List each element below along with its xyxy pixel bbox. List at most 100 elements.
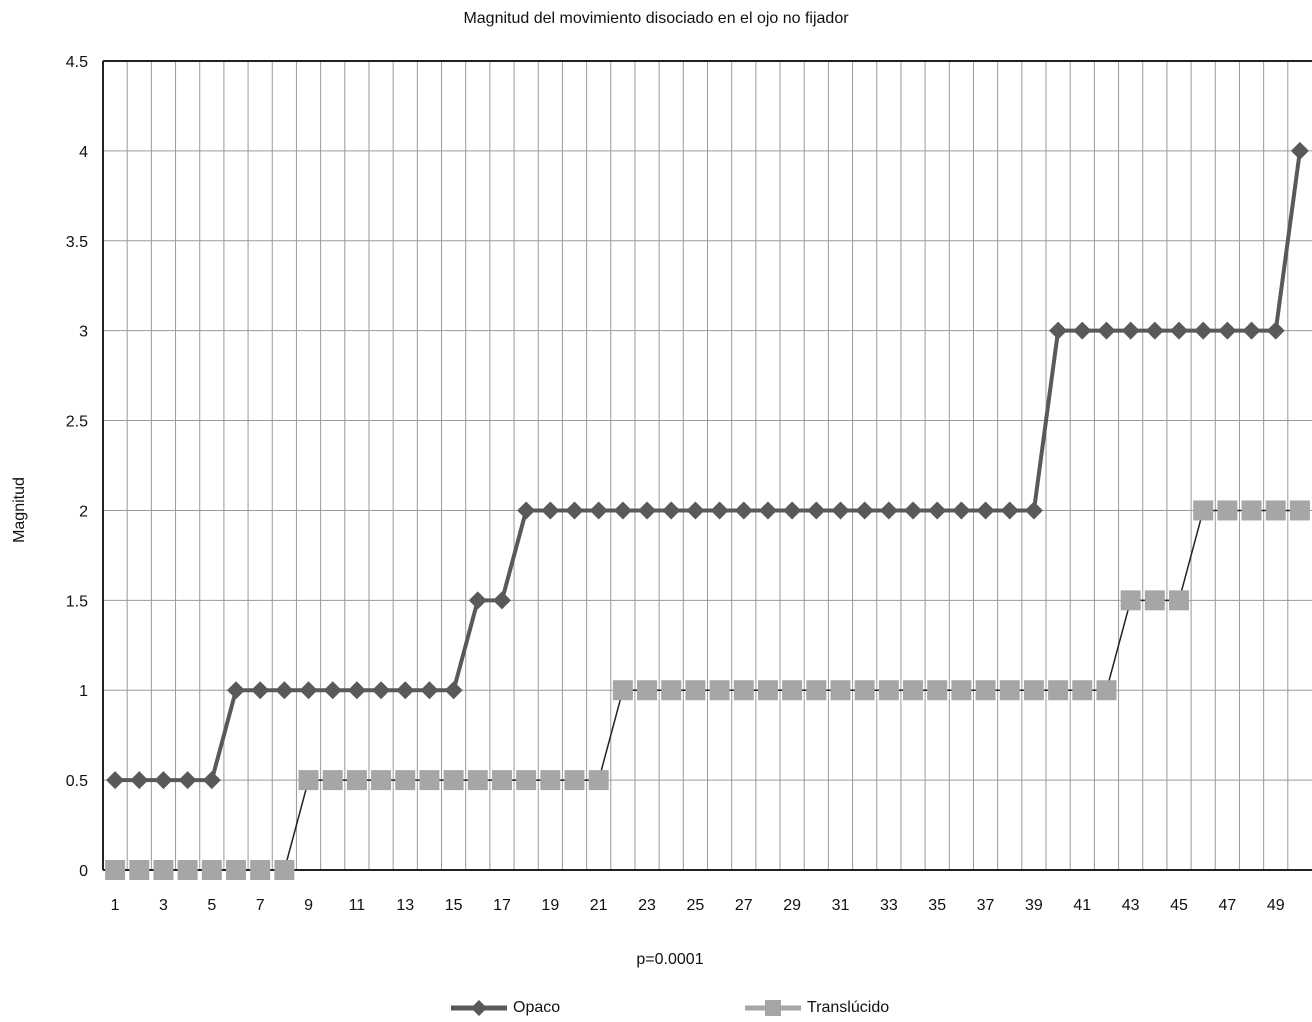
grid-layer	[103, 61, 1312, 870]
data-point-opaco	[323, 681, 342, 700]
x-tick-label: 45	[1170, 897, 1188, 914]
data-point-traslucido	[1048, 680, 1069, 701]
legend-label-opaco: Opaco	[513, 999, 561, 1016]
data-point-opaco	[1194, 321, 1213, 340]
x-tick-label: 15	[445, 897, 463, 914]
tick-labels: 00.511.522.533.544.51 3 5 7 9 11 13 15 17 19 21 23 2…	[66, 54, 1285, 914]
data-point-opaco	[662, 501, 681, 520]
x-tick-label: 49	[1267, 897, 1285, 914]
x-tick-label: 43	[1122, 897, 1140, 914]
x-tick-label: 35	[928, 897, 946, 914]
x-tick-label: 27	[735, 897, 753, 914]
data-point-traslucido	[105, 860, 126, 880]
data-point-opaco	[758, 501, 777, 520]
data-point-traslucido	[854, 680, 875, 701]
x-tick-label: 29	[783, 897, 801, 914]
data-point-opaco	[1073, 321, 1092, 340]
data-point-traslucido	[1265, 500, 1286, 521]
x-tick-label: 17	[493, 897, 511, 914]
data-point-traslucido	[733, 680, 754, 701]
data-point-traslucido	[1096, 680, 1117, 701]
data-point-opaco	[444, 681, 463, 700]
data-point-opaco	[154, 771, 173, 790]
x-tick-label: 11	[349, 897, 366, 914]
data-point-traslucido	[443, 770, 464, 791]
axis-layer	[102, 60, 1312, 871]
data-point-traslucido	[1120, 590, 1141, 611]
data-point-traslucido	[1193, 500, 1214, 521]
data-point-traslucido	[830, 680, 851, 701]
data-point-traslucido	[782, 680, 803, 701]
data-point-opaco	[541, 501, 560, 520]
data-point-opaco	[1000, 501, 1019, 520]
data-point-opaco	[734, 501, 753, 520]
data-point-traslucido	[1023, 680, 1044, 701]
data-point-traslucido	[588, 770, 609, 791]
y-tick-label: 3.5	[66, 234, 88, 251]
data-point-traslucido	[1169, 590, 1190, 611]
data-point-traslucido	[661, 680, 682, 701]
data-point-traslucido	[540, 770, 561, 791]
y-tick-label: 3	[79, 324, 88, 341]
x-tick-label: 9	[304, 897, 313, 914]
data-point-traslucido	[225, 860, 246, 880]
y-tick-label: 2.5	[66, 414, 88, 431]
x-tick-label: 39	[1025, 897, 1043, 914]
data-point-traslucido	[1217, 500, 1238, 521]
y-tick-label: 0.5	[66, 773, 88, 790]
data-point-traslucido	[637, 680, 658, 701]
data-point-opaco	[613, 501, 632, 520]
data-point-traslucido	[878, 680, 899, 701]
x-tick-label: 13	[396, 897, 414, 914]
x-tick-label: 5	[207, 897, 216, 914]
legend-swatch-traslucido	[745, 1000, 801, 1016]
data-point-opaco	[710, 501, 729, 520]
data-point-traslucido	[491, 770, 512, 791]
data-point-traslucido	[999, 680, 1020, 701]
y-tick-label: 1.5	[66, 593, 88, 610]
data-point-traslucido	[1241, 500, 1262, 521]
data-point-traslucido	[153, 860, 174, 880]
y-tick-label: 4	[79, 144, 88, 161]
data-point-traslucido	[322, 770, 343, 791]
data-point-opaco	[1266, 321, 1285, 340]
x-tick-label: 23	[638, 897, 656, 914]
legend-item-opaco: Opaco	[449, 998, 560, 1018]
data-point-traslucido	[298, 770, 319, 791]
data-point-traslucido	[346, 770, 367, 791]
data-point-traslucido	[274, 860, 295, 880]
x-tick-label: 41	[1073, 897, 1091, 914]
data-point-traslucido	[129, 860, 150, 880]
x-tick-label: 21	[590, 897, 608, 914]
data-point-opaco	[130, 771, 149, 790]
data-point-traslucido	[975, 680, 996, 701]
data-point-opaco	[807, 501, 826, 520]
data-point-traslucido	[903, 680, 924, 701]
data-point-traslucido	[564, 770, 585, 791]
data-point-traslucido	[250, 860, 271, 880]
data-point-opaco	[1145, 321, 1164, 340]
legend-item-traslucido: Translúcido	[743, 998, 889, 1018]
data-point-traslucido	[177, 860, 198, 880]
data-point-opaco	[178, 771, 197, 790]
x-tick-label: 7	[256, 897, 265, 914]
data-point-opaco	[879, 501, 898, 520]
data-point-opaco	[1121, 321, 1140, 340]
data-point-opaco	[589, 501, 608, 520]
data-point-opaco	[831, 501, 850, 520]
data-point-opaco	[275, 681, 294, 700]
data-point-opaco	[686, 501, 705, 520]
data-point-opaco	[492, 591, 511, 610]
data-point-opaco	[106, 771, 125, 790]
legend-swatch-opaco	[451, 1000, 507, 1016]
data-point-traslucido	[612, 680, 633, 701]
data-point-opaco	[928, 501, 947, 520]
data-point-traslucido	[395, 770, 416, 791]
data-point-traslucido	[1072, 680, 1093, 701]
data-point-opaco	[517, 501, 536, 520]
data-point-opaco	[372, 681, 391, 700]
data-point-opaco	[1049, 321, 1068, 340]
data-point-opaco	[396, 681, 415, 700]
x-tick-label: 31	[832, 897, 850, 914]
